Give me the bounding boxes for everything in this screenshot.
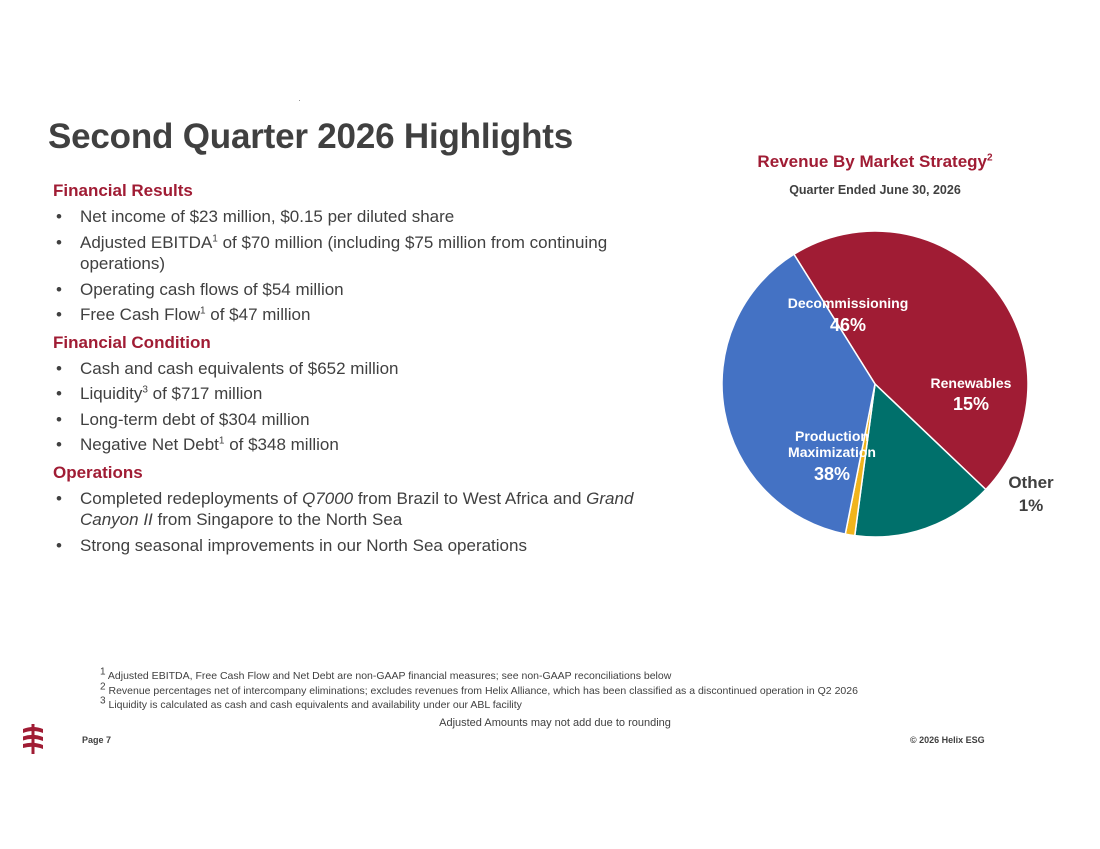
pie-slice-decommissioning (792, 230, 1029, 491)
page-number: Page 7 (82, 735, 112, 745)
helix-logo-icon (23, 724, 43, 754)
list-item: Completed redeployments of Q7000 from Br… (53, 488, 673, 531)
slice-label: Decommissioning (788, 295, 909, 311)
operations-list: Completed redeployments of Q7000 from Br… (53, 488, 673, 557)
pie-slice-renewables (853, 382, 987, 538)
list-item: Operating cash flows of $54 million (53, 279, 673, 301)
footnote: 3 Liquidity is calculated as cash and ca… (100, 695, 522, 711)
stray-dot (299, 100, 300, 101)
chart-subtitle: Quarter Ended June 30, 2026 (789, 183, 961, 197)
list-item: Net income of $23 million, $0.15 per dil… (53, 206, 673, 228)
financial-condition-list: Cash and cash equivalents of $652 millio… (53, 358, 673, 456)
slice-label: Other (1008, 473, 1054, 492)
financial-condition-heading: Financial Condition (53, 332, 211, 352)
slice-percent-label: 38% (814, 464, 850, 484)
list-item: Cash and cash equivalents of $652 millio… (53, 358, 673, 380)
list-item: Adjusted EBITDA1 of $70 million (includi… (53, 232, 673, 275)
footnote: 1 Adjusted EBITDA, Free Cash Flow and Ne… (100, 666, 672, 682)
list-item: Long-term debt of $304 million (53, 409, 673, 431)
pie-slice-production-maximization (721, 253, 876, 535)
copyright: © 2026 Helix ESG (910, 735, 985, 745)
list-item: Free Cash Flow1 of $47 million (53, 304, 673, 326)
slice-label: Renewables (931, 375, 1012, 391)
financial-results-list: Net income of $23 million, $0.15 per dil… (53, 206, 673, 326)
slice-percent-label: 46% (830, 315, 866, 335)
slice-label: Maximization (788, 444, 876, 460)
footnote: 2 Revenue percentages net of intercompan… (100, 681, 858, 697)
list-item: Liquidity3 of $717 million (53, 383, 673, 405)
slice-percent-label: 15% (953, 394, 989, 414)
financial-results-heading: Financial Results (53, 181, 193, 200)
operations-heading: Operations (53, 462, 143, 482)
footnotes: 1 Adjusted EBITDA, Free Cash Flow and Ne… (100, 666, 858, 713)
slice-label: Production (795, 428, 869, 444)
list-item: Strong seasonal improvements in our Nort… (53, 535, 673, 557)
chart-title: Revenue By Market Strategy2 (757, 152, 993, 171)
slice-percent-label: 1% (1019, 496, 1044, 515)
page-title: Second Quarter 2026 Highlights (48, 117, 573, 156)
rounding-note: Adjusted Amounts may not add due to roun… (439, 717, 671, 729)
highlights-column: Financial Results Net income of $23 mill… (53, 180, 673, 562)
list-item: Negative Net Debt1 of $348 million (53, 434, 673, 456)
